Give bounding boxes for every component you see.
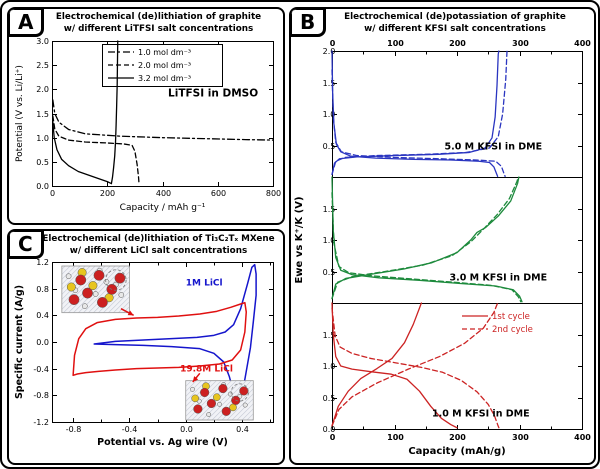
panel-b-title-line1: Electrochemical (de)potassiation of grap… [344,12,566,22]
panel-a-label: A [9,9,45,37]
panel-a-chart [10,35,282,223]
panel-c-label: C [9,231,44,259]
panel-c-title-line1: Electrochemical (de)lithiation of Ti₃C₂T… [42,234,275,244]
panel-b-title-line2: w/ different KFSI salt concentrations [364,23,546,34]
panel-c: C Electrochemical (de)lithiation of Ti₃C… [7,229,285,465]
panel-a-title-line2: w/ different LiTFSI salt concentrations [63,23,254,34]
panel-a-title: Electrochemical (de)lithiation of graphi… [9,9,283,35]
panel-a: A Electrochemical (de)lithiation of grap… [7,7,285,225]
panel-c-title-line2: w/ different LiCl salt concentrations [69,245,248,256]
panel-b-chart [291,35,594,463]
panel-b-title: Electrochemical (de)potassiation of grap… [291,9,594,35]
panel-b-label: B [291,9,327,37]
panel-a-title-line1: Electrochemical (de)lithiation of graphi… [55,12,262,22]
panel-c-title: Electrochemical (de)lithiation of Ti₃C₂T… [9,231,283,257]
panel-b: B Electrochemical (de)potassiation of gr… [289,7,596,465]
panel-c-chart [10,257,282,463]
